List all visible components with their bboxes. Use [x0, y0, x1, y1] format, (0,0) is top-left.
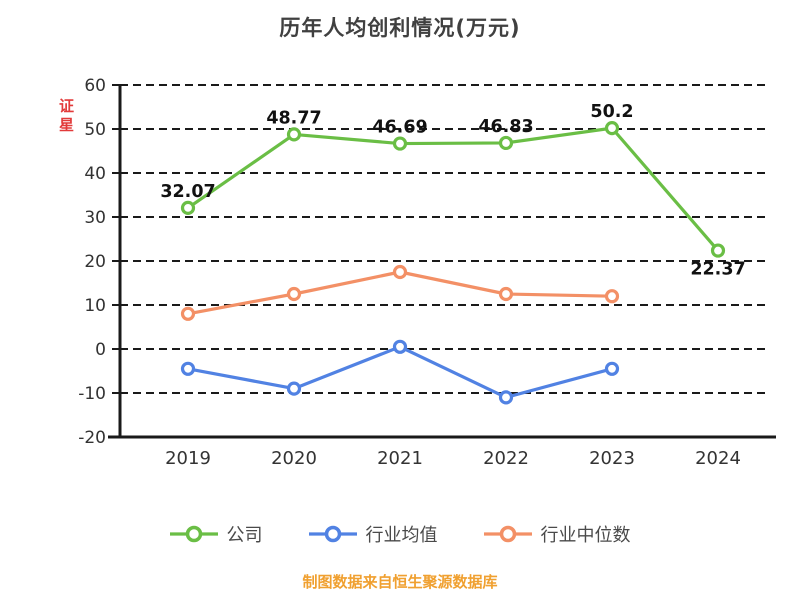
watermark-logo: 证星: [59, 97, 75, 134]
gridlines: [120, 84, 770, 394]
data-point-marker: [392, 136, 408, 151]
value-label: 32.07: [160, 182, 215, 202]
data-point-marker: [392, 339, 408, 354]
x-tick-label: 2021: [377, 448, 423, 469]
y-tick-label: 10: [84, 296, 106, 316]
value-label: 22.37: [690, 260, 745, 280]
data-source-caption: 制图数据来自恒生聚源数据库: [302, 573, 498, 591]
legend-item-industry-median: 行业中位数: [483, 521, 631, 547]
value-label: 50.2: [590, 102, 633, 122]
data-point-marker: [286, 381, 302, 396]
data-point-marker: [498, 135, 514, 151]
series-line: [186, 126, 720, 253]
data-point-marker: [392, 264, 408, 280]
chart-title: 历年人均创利情况(万元): [279, 16, 521, 40]
y-tick-label: 50: [84, 120, 106, 140]
data-point-marker: [710, 243, 726, 258]
value-label: 46.83: [478, 117, 533, 137]
legend-marker-icon: [483, 525, 532, 543]
data-point-marker: [498, 390, 514, 405]
y-tick-label: 40: [84, 164, 106, 184]
x-tick-label: 2020: [271, 448, 317, 469]
y-tick-label: 20: [84, 252, 106, 272]
data-point-marker: [604, 121, 620, 136]
data-point-marker: [180, 306, 196, 321]
legend-label: 行业均值: [365, 525, 438, 546]
series-industry-average: [180, 339, 620, 405]
y-tick-label: 0: [95, 340, 106, 360]
y-axis-ticks: 60 50 40 30 20 10 0 -10 -20: [78, 76, 120, 448]
x-axis-labels: 2019 2020 2021 2022 2023 2024: [165, 448, 741, 469]
y-tick-label: 60: [84, 76, 106, 96]
legend-item-industry-average: 行业均值: [308, 521, 438, 547]
x-tick-label: 2019: [165, 448, 211, 469]
y-tick-label: 30: [84, 208, 106, 228]
series-company: 32.07 48.77 46.69 46.83 50.2 22.37: [160, 102, 745, 279]
data-point-marker: [604, 289, 620, 304]
series-line: [186, 345, 614, 399]
legend-marker-icon: [308, 525, 357, 543]
value-label: 48.77: [266, 108, 321, 128]
value-label: 46.69: [372, 118, 427, 138]
data-point-marker: [286, 127, 302, 142]
x-tick-label: 2024: [695, 448, 741, 469]
x-tick-label: 2022: [483, 448, 529, 469]
x-tick-label: 2023: [589, 448, 635, 469]
data-point-marker: [286, 286, 302, 302]
data-point-marker: [180, 361, 196, 376]
series-industry-median: [180, 264, 620, 321]
legend-marker-icon: [169, 525, 218, 543]
data-point-marker: [604, 361, 620, 376]
legend-label: 公司: [226, 525, 263, 546]
legend-label: 行业中位数: [540, 525, 631, 546]
data-point-marker: [180, 200, 196, 215]
y-tick-label: -10: [78, 384, 106, 404]
y-tick-label: -20: [78, 428, 106, 448]
data-point-marker: [498, 286, 514, 302]
legend: 公司 行业均值 行业中位数: [0, 521, 800, 547]
legend-item-company: 公司: [169, 521, 263, 547]
